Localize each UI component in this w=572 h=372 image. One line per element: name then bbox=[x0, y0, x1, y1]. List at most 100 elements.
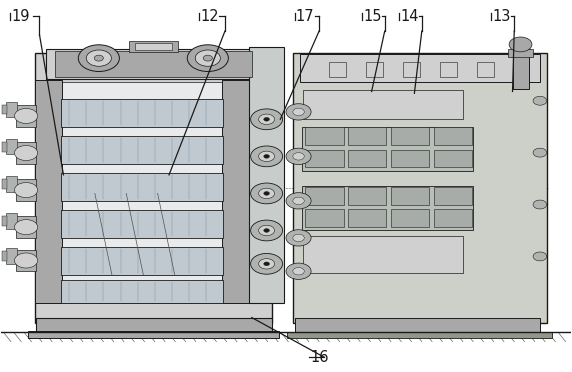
Bar bbox=[61, 280, 223, 303]
Bar bbox=[16, 142, 36, 164]
Bar bbox=[36, 318, 272, 333]
Text: 16: 16 bbox=[310, 350, 328, 365]
Circle shape bbox=[533, 252, 547, 261]
Bar bbox=[477, 62, 494, 77]
Circle shape bbox=[286, 148, 311, 164]
Circle shape bbox=[14, 145, 38, 161]
Circle shape bbox=[293, 153, 304, 160]
Bar bbox=[2, 179, 7, 189]
Circle shape bbox=[264, 192, 269, 195]
Text: 12: 12 bbox=[200, 9, 219, 24]
Circle shape bbox=[251, 183, 283, 204]
Bar bbox=[6, 248, 17, 264]
Circle shape bbox=[251, 109, 283, 130]
Bar bbox=[329, 62, 346, 77]
Circle shape bbox=[14, 108, 38, 124]
Circle shape bbox=[533, 148, 547, 157]
Circle shape bbox=[259, 225, 275, 235]
Bar bbox=[16, 105, 36, 127]
Bar bbox=[2, 142, 7, 151]
Bar bbox=[348, 150, 387, 167]
Circle shape bbox=[78, 45, 120, 71]
Bar bbox=[302, 186, 473, 231]
Circle shape bbox=[187, 45, 228, 71]
Bar bbox=[434, 187, 472, 205]
Circle shape bbox=[293, 197, 304, 205]
Bar bbox=[366, 62, 383, 77]
Text: 13: 13 bbox=[492, 9, 511, 24]
Bar bbox=[440, 62, 457, 77]
Bar bbox=[305, 187, 344, 205]
Circle shape bbox=[533, 200, 547, 209]
Circle shape bbox=[286, 263, 311, 279]
Circle shape bbox=[14, 219, 38, 235]
Circle shape bbox=[14, 253, 38, 268]
Bar bbox=[348, 187, 387, 205]
Circle shape bbox=[259, 114, 275, 125]
Text: 14: 14 bbox=[400, 9, 419, 24]
Bar bbox=[300, 54, 540, 82]
Circle shape bbox=[286, 193, 311, 209]
Bar bbox=[35, 52, 272, 323]
Circle shape bbox=[509, 37, 532, 52]
Bar bbox=[6, 102, 17, 118]
Circle shape bbox=[259, 188, 275, 199]
Bar bbox=[6, 139, 17, 154]
Circle shape bbox=[293, 267, 304, 275]
Bar bbox=[403, 62, 420, 77]
Bar bbox=[2, 216, 7, 226]
Circle shape bbox=[94, 55, 104, 61]
Bar bbox=[6, 176, 17, 192]
Circle shape bbox=[259, 259, 275, 269]
Bar bbox=[2, 251, 7, 261]
Circle shape bbox=[264, 154, 269, 158]
Bar bbox=[508, 49, 533, 57]
Bar bbox=[61, 247, 223, 275]
Bar bbox=[249, 47, 284, 303]
Bar bbox=[391, 209, 429, 227]
Bar bbox=[305, 128, 344, 145]
Bar bbox=[135, 43, 172, 49]
Bar bbox=[513, 41, 529, 89]
Bar bbox=[61, 99, 223, 127]
Bar bbox=[391, 128, 429, 145]
Bar bbox=[2, 105, 7, 115]
Bar bbox=[295, 54, 549, 324]
Bar bbox=[302, 127, 473, 171]
Circle shape bbox=[286, 104, 311, 120]
Bar bbox=[391, 150, 429, 167]
Circle shape bbox=[259, 151, 275, 161]
Circle shape bbox=[264, 262, 269, 266]
Bar bbox=[61, 82, 223, 303]
Bar bbox=[434, 209, 472, 227]
Bar bbox=[305, 150, 344, 167]
Bar bbox=[305, 209, 344, 227]
Circle shape bbox=[86, 50, 112, 66]
Circle shape bbox=[533, 96, 547, 105]
Circle shape bbox=[14, 183, 38, 198]
Circle shape bbox=[293, 234, 304, 241]
Bar bbox=[434, 128, 472, 145]
Circle shape bbox=[251, 220, 283, 241]
Bar bbox=[61, 136, 223, 164]
Circle shape bbox=[264, 229, 269, 232]
Circle shape bbox=[203, 55, 212, 61]
Bar bbox=[293, 52, 547, 323]
Bar bbox=[287, 332, 553, 337]
Bar bbox=[6, 213, 17, 229]
Text: 15: 15 bbox=[363, 9, 382, 24]
Circle shape bbox=[293, 108, 304, 116]
Circle shape bbox=[286, 230, 311, 246]
Text: 17: 17 bbox=[296, 9, 315, 24]
Circle shape bbox=[251, 253, 283, 274]
Bar bbox=[222, 80, 249, 303]
Bar bbox=[35, 80, 62, 303]
Bar bbox=[129, 41, 177, 52]
Bar bbox=[46, 49, 260, 78]
Bar bbox=[391, 187, 429, 205]
Bar bbox=[37, 54, 273, 324]
Bar bbox=[303, 90, 463, 119]
Bar bbox=[16, 217, 36, 238]
Bar bbox=[295, 318, 540, 333]
Bar bbox=[61, 173, 223, 201]
